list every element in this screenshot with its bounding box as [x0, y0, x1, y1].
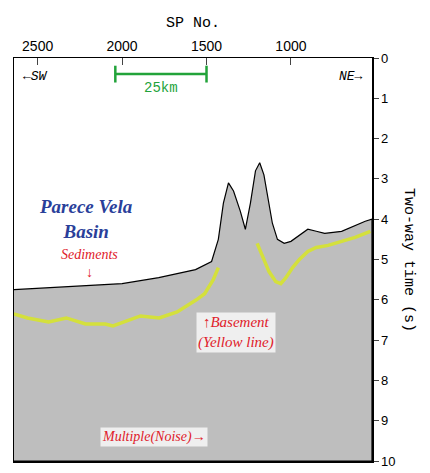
svg-text:↑Basement(Yellow line): ↑Basement(Yellow line): [198, 314, 274, 351]
svg-text:9: 9: [381, 413, 388, 428]
svg-text:Sediments↓: Sediments↓: [61, 247, 118, 280]
svg-text:Parece VelaBasin: Parece VelaBasin: [39, 196, 133, 242]
svg-text:7: 7: [381, 333, 388, 348]
svg-text:4: 4: [381, 212, 388, 227]
svg-text:25km: 25km: [144, 80, 178, 96]
svg-text:SP No.: SP No.: [166, 15, 220, 32]
svg-text:1: 1: [381, 91, 388, 106]
svg-text:2000: 2000: [107, 38, 138, 54]
svg-text:1500: 1500: [191, 38, 222, 54]
svg-text:10: 10: [381, 454, 395, 469]
svg-text:6: 6: [381, 292, 388, 307]
svg-text:Multiple(Noise)→: Multiple(Noise)→: [102, 429, 206, 445]
svg-text:0: 0: [381, 51, 388, 66]
svg-text:5: 5: [381, 252, 388, 267]
svg-text:2500: 2500: [22, 38, 53, 54]
svg-text:1000: 1000: [275, 38, 306, 54]
svg-text:8: 8: [381, 373, 388, 388]
svg-text:3: 3: [381, 171, 388, 186]
svg-text:←SW: ←SW: [23, 69, 48, 84]
svg-text:NE→: NE→: [339, 69, 363, 84]
svg-text:2: 2: [381, 131, 388, 146]
svg-text:Two-way time (s): Two-way time (s): [400, 188, 417, 332]
